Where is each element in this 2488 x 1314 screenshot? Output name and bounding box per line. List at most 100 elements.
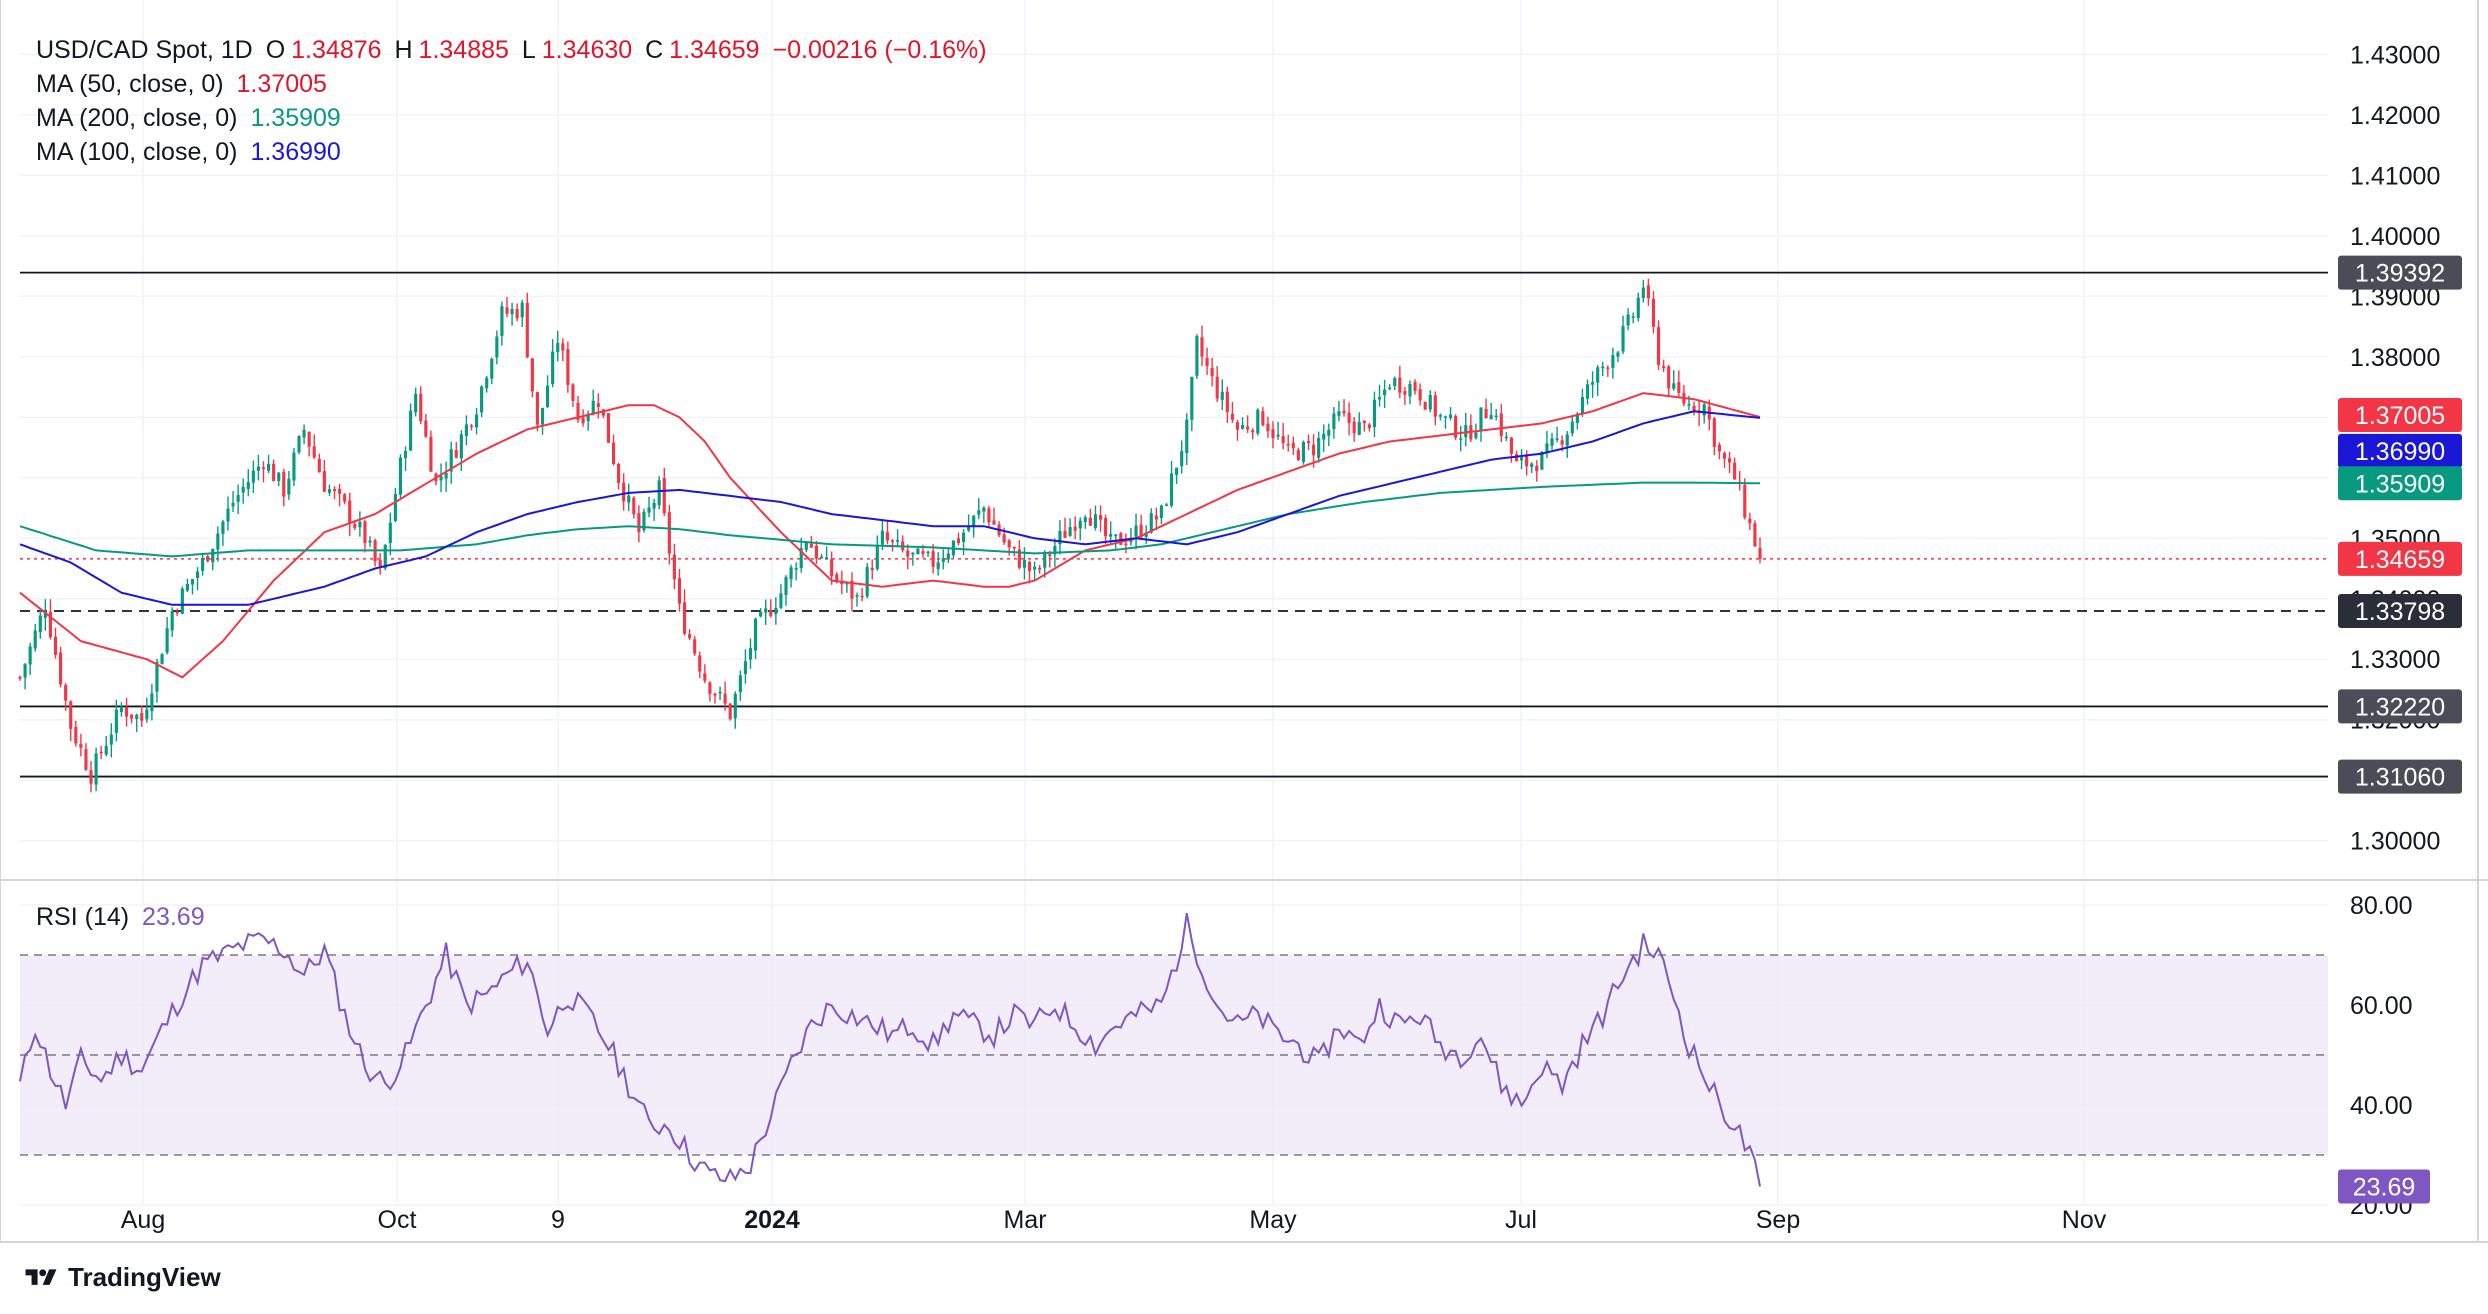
price-labels: 1.39392 1.37005 1.36990 1.35909 1.34659 1.337… xyxy=(2338,255,2462,1204)
candle-up xyxy=(1083,517,1087,523)
candle-down xyxy=(561,343,565,351)
candle-up xyxy=(439,476,443,481)
candle-down xyxy=(353,524,357,528)
candle-up xyxy=(287,478,291,495)
price-label-text: 1.35909 xyxy=(2355,470,2445,498)
candle-up xyxy=(150,693,154,712)
candle-up xyxy=(145,709,149,720)
candle-down xyxy=(1286,443,1290,446)
candle-up xyxy=(495,336,499,358)
candle-down xyxy=(1662,366,1666,369)
candle-up xyxy=(1687,404,1691,406)
candle-down xyxy=(1606,367,1610,369)
candle-up xyxy=(1672,383,1676,389)
candle-down xyxy=(1712,418,1716,447)
time-tick-label: 2024 xyxy=(744,1206,800,1234)
candle-down xyxy=(921,551,925,554)
candle-up xyxy=(246,482,250,489)
candle-down xyxy=(637,513,641,533)
high-label: H xyxy=(394,36,413,64)
candle-up xyxy=(1093,514,1098,528)
time-tick-label: 9 xyxy=(551,1206,565,1234)
candle-down xyxy=(53,636,58,655)
candle-down xyxy=(662,478,666,514)
tradingview-brand[interactable]: TradingView xyxy=(20,1262,221,1293)
price-label-box: 1.36990 xyxy=(2338,433,2462,468)
candle-down xyxy=(1677,381,1681,393)
candle-down xyxy=(317,458,321,473)
close-label: C xyxy=(645,36,664,64)
candle-up xyxy=(414,393,418,413)
candle-down xyxy=(1215,376,1219,399)
candle-up xyxy=(1494,415,1498,418)
ma50-label: MA (50, close, 0) xyxy=(36,70,224,98)
candle-up xyxy=(1327,429,1331,436)
ma100-legend: MA (100, close, 0) 1.36990 xyxy=(36,138,347,167)
ma50-line xyxy=(19,392,1761,679)
candle-up xyxy=(789,567,793,580)
open-label: O xyxy=(265,36,286,64)
candle-down xyxy=(79,743,83,748)
candle-up xyxy=(1357,421,1361,435)
candle-up xyxy=(1636,297,1640,319)
candle-up xyxy=(1195,336,1199,376)
candle-down xyxy=(576,402,580,420)
candle-up xyxy=(1220,391,1224,400)
candle-up xyxy=(403,451,408,459)
candle-down xyxy=(535,392,540,425)
candle-up xyxy=(1114,534,1118,537)
candle-up xyxy=(1134,525,1138,537)
candle-up xyxy=(1159,505,1163,518)
candle-down xyxy=(566,349,570,385)
candle-up xyxy=(302,429,306,438)
candle-up xyxy=(221,521,225,534)
candle-up xyxy=(1149,513,1153,533)
candle-up xyxy=(967,526,971,531)
candle-up xyxy=(764,608,768,613)
candle-down xyxy=(723,693,727,704)
candle-up xyxy=(627,495,631,503)
price-label-box: 1.31060 xyxy=(2338,759,2462,794)
candle-down xyxy=(1748,518,1752,524)
ma100-value: 1.36990 xyxy=(250,138,341,166)
candle-up xyxy=(1540,452,1544,470)
candle-up xyxy=(226,508,230,522)
candle-down xyxy=(419,393,423,422)
candle-up xyxy=(1164,504,1169,506)
ma50-legend: MA (50, close, 0) 1.37005 xyxy=(36,70,333,99)
candle-down xyxy=(1038,567,1042,570)
symbol-label: USD/CAD Spot, 1D xyxy=(36,36,253,64)
candle-down xyxy=(18,677,22,679)
candle-down xyxy=(1403,391,1407,395)
price-label-bg xyxy=(2338,759,2462,794)
candle-up xyxy=(231,502,235,507)
candle-down xyxy=(1098,515,1103,520)
candle-down xyxy=(1235,422,1240,430)
candle-up xyxy=(216,533,220,550)
candle-up xyxy=(256,466,260,471)
candle-up xyxy=(251,470,255,483)
price-label-box: 1.35909 xyxy=(2338,466,2462,501)
candle-up xyxy=(896,540,900,542)
candle-up xyxy=(1169,473,1174,506)
candle-down xyxy=(830,559,834,577)
candle-up xyxy=(540,407,545,425)
candle-up xyxy=(1144,532,1148,537)
candle-down xyxy=(1281,436,1285,444)
candle-up xyxy=(1383,389,1387,396)
candle-up xyxy=(114,709,118,733)
time-tick-label: Mar xyxy=(1003,1206,1046,1234)
price-label-bg xyxy=(2338,466,2462,501)
ma200-label: MA (200, close, 0) xyxy=(36,104,238,132)
candle-down xyxy=(515,309,519,319)
ma200-legend: MA (200, close, 0) 1.35909 xyxy=(36,104,347,133)
candle-up xyxy=(982,507,986,512)
low-value: 1.34630 xyxy=(541,36,633,64)
candle-up xyxy=(165,628,169,653)
candle-up xyxy=(1575,413,1579,424)
candle-up xyxy=(459,434,463,459)
candle-down xyxy=(870,567,874,571)
price-label-text: 1.37005 xyxy=(2355,402,2445,430)
candle-down xyxy=(1210,368,1214,377)
candle-down xyxy=(1509,437,1514,454)
